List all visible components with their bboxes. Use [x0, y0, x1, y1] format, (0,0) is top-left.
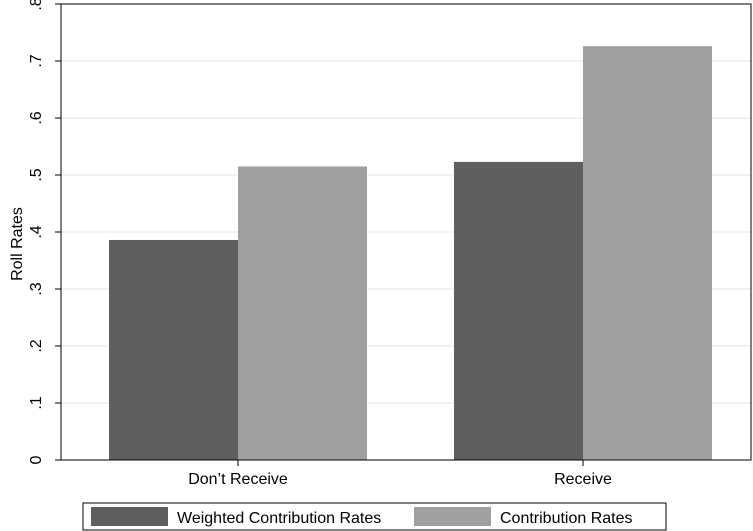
y-tick-label: .7: [28, 54, 45, 67]
bars: [109, 46, 712, 461]
legend-label: Weighted Contribution Rates: [177, 510, 381, 527]
bar: [238, 166, 367, 460]
legend: Weighted Contribution Rates Contribution …: [82, 502, 667, 531]
bar: [583, 46, 712, 461]
x-axis-ticks: Don’t Receive Receive: [188, 460, 612, 488]
y-tick-label: .4: [28, 225, 45, 238]
y-tick-label: 0: [28, 455, 45, 464]
y-tick-label: .6: [28, 111, 45, 124]
y-tick-label: .2: [28, 339, 45, 352]
legend-swatch: [91, 507, 168, 526]
y-axis-ticks: 0 .1 .2 .3 .4 .5 .6 .7 .8: [28, 0, 61, 464]
plot-frame: [60, 3, 752, 461]
y-tick-label: .8: [28, 0, 45, 11]
y-axis-title: Roll Rates: [9, 207, 26, 281]
legend-swatch: [414, 507, 491, 526]
y-tick-label: .1: [28, 396, 45, 409]
legend-box: [82, 502, 667, 531]
legend-label: Contribution Rates: [500, 510, 633, 527]
bar: [109, 239, 238, 460]
x-tick-label: Don’t Receive: [188, 471, 288, 488]
bar: [454, 161, 583, 460]
y-tick-label: .5: [28, 168, 45, 181]
y-tick-label: .3: [28, 282, 45, 295]
x-tick-label: Receive: [554, 471, 612, 488]
